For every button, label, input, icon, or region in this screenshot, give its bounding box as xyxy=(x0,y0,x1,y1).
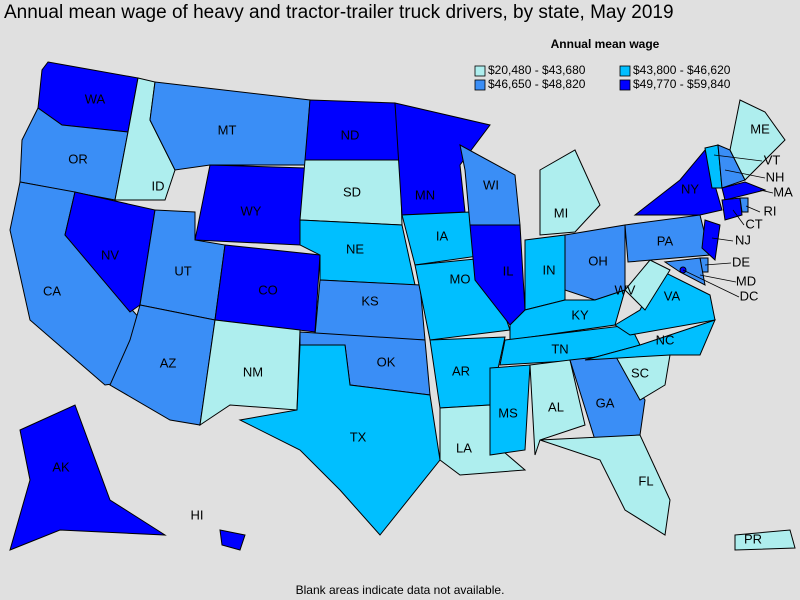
state-region xyxy=(701,219,721,262)
state-label: ME xyxy=(750,121,770,136)
leader-line xyxy=(704,262,732,266)
state-label: AZ xyxy=(160,355,177,370)
state-label: NM xyxy=(243,364,263,379)
state-label: WY xyxy=(241,203,262,218)
legend-label: $20,480 - $43,680 xyxy=(488,63,586,77)
state-label: MD xyxy=(736,273,756,288)
state-region xyxy=(489,364,531,456)
state-label: WA xyxy=(85,91,106,106)
state-region xyxy=(584,319,716,361)
state-label: MT xyxy=(218,122,237,137)
leader-line xyxy=(732,209,745,226)
state-region xyxy=(394,102,491,216)
state-region xyxy=(529,359,586,456)
state-region xyxy=(238,344,441,536)
state-label: CT xyxy=(745,216,762,231)
state-label: WI xyxy=(483,177,499,192)
state-label: DC xyxy=(740,288,759,303)
state-label: NV xyxy=(101,247,119,262)
map-title: Annual mean wage of heavy and tractor-tr… xyxy=(4,2,674,23)
state-label: MS xyxy=(498,405,518,420)
state-label: ID xyxy=(152,178,165,193)
state-region xyxy=(624,259,671,311)
state-label: MN xyxy=(415,187,435,202)
state-label: LA xyxy=(456,440,472,455)
leader-line xyxy=(711,237,734,242)
state-region xyxy=(219,529,246,551)
state-label: TX xyxy=(350,429,367,444)
state-label: VT xyxy=(764,152,781,167)
state-label: AL xyxy=(548,399,564,414)
state-label: SD xyxy=(343,184,361,199)
state-label: KS xyxy=(361,293,379,308)
state-region xyxy=(729,99,786,181)
footnote: Blank areas indicate data not available. xyxy=(296,583,505,597)
state-label: UT xyxy=(174,263,191,278)
state-region xyxy=(64,191,156,313)
state-label: HI xyxy=(191,507,204,522)
state-label: AR xyxy=(452,363,470,378)
state-label: CO xyxy=(258,282,278,297)
state-label: PR xyxy=(744,531,762,546)
legend-label: $49,770 - $59,840 xyxy=(633,77,731,91)
state-label: WV xyxy=(615,282,636,297)
state-label: NH xyxy=(766,169,785,184)
leader-line xyxy=(759,189,774,194)
state-label: MO xyxy=(450,271,471,286)
state-label: GA xyxy=(596,395,615,410)
state-label: TN xyxy=(551,341,568,356)
state-label: NE xyxy=(346,241,364,256)
state-label: OH xyxy=(588,253,608,268)
leader-line xyxy=(745,205,761,213)
legend-swatch xyxy=(619,65,631,77)
state-label: MA xyxy=(773,184,793,199)
state-region xyxy=(314,279,426,341)
state-label: RI xyxy=(764,203,777,218)
legend-swatch xyxy=(619,79,631,91)
state-label: IA xyxy=(436,228,449,243)
state-label: NY xyxy=(681,181,699,196)
state-label: PA xyxy=(657,233,674,248)
state-region xyxy=(199,319,301,427)
state-label: AK xyxy=(52,459,70,474)
legend-swatch xyxy=(474,79,486,91)
state-region xyxy=(721,181,767,201)
state-label: OR xyxy=(68,151,88,166)
state-label: MI xyxy=(554,205,568,220)
state-label: NC xyxy=(656,332,675,347)
leader-line xyxy=(699,274,737,283)
state-label: NJ xyxy=(735,232,751,247)
state-region xyxy=(614,269,716,336)
state-label: FL xyxy=(638,473,653,488)
state-label: SC xyxy=(631,365,649,380)
legend-label: $43,800 - $46,620 xyxy=(633,63,731,77)
state-label: ND xyxy=(341,127,360,142)
state-region xyxy=(739,197,749,213)
state-label: OK xyxy=(377,354,396,369)
leader-line xyxy=(724,169,766,179)
legend-swatch xyxy=(474,65,486,77)
state-label: KY xyxy=(571,307,589,322)
leader-line xyxy=(682,269,740,298)
state-region xyxy=(539,434,671,536)
state-label: DE xyxy=(732,254,750,269)
state-region xyxy=(721,197,743,221)
state-label: CA xyxy=(43,283,61,298)
state-region xyxy=(9,404,167,551)
state-region xyxy=(539,149,601,236)
leader-line xyxy=(713,154,763,162)
legend-title: Annual mean wage xyxy=(551,37,660,51)
state-region xyxy=(734,529,796,551)
legend-label: $46,650 - $48,820 xyxy=(488,77,586,91)
state-label: IL xyxy=(503,263,514,278)
state-label: IN xyxy=(543,262,556,277)
state-label: VA xyxy=(664,288,681,303)
